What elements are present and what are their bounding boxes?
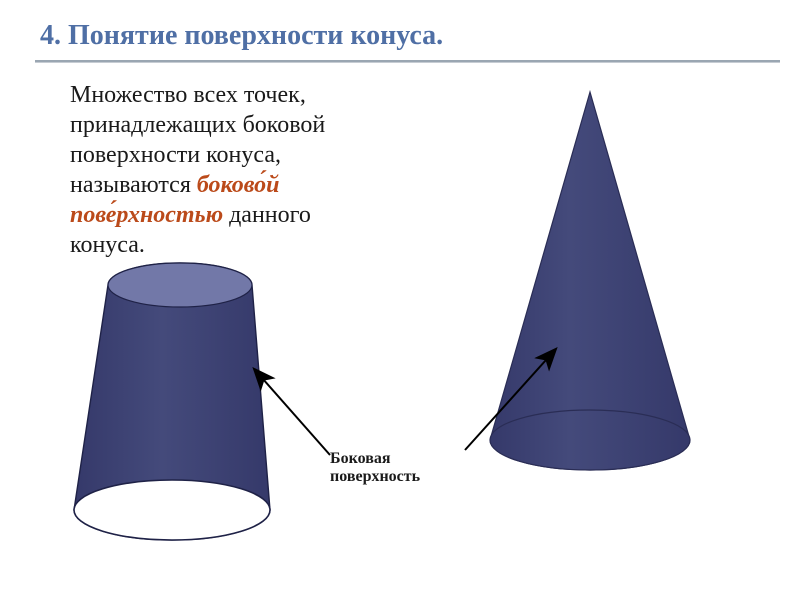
cone-truncated-bottom-opening <box>74 480 270 540</box>
diagram-svg <box>0 0 800 600</box>
cone-upright <box>490 92 690 470</box>
slide-root: 4. Понятие поверхности конуса. Множество… <box>0 0 800 600</box>
cone-truncated <box>74 263 270 540</box>
cone-upright-base <box>490 410 690 470</box>
cone-truncated-top <box>108 263 252 307</box>
arrow-to-truncated-cone <box>255 370 330 455</box>
